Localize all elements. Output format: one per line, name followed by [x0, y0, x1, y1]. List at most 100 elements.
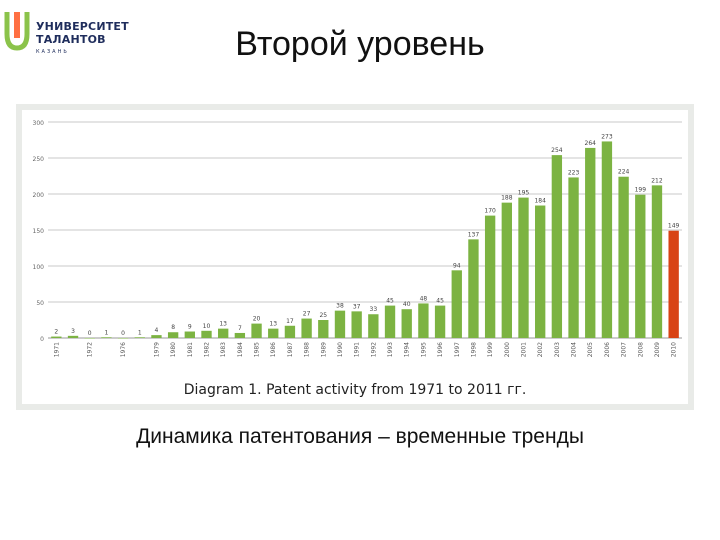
data-label: 2	[54, 329, 58, 336]
bar	[201, 330, 212, 338]
x-tick-label: 1981	[187, 342, 194, 357]
logo-line1: УНИВЕРСИТЕТ	[36, 20, 129, 33]
x-tick-label: 1972	[87, 342, 94, 357]
data-label: 33	[370, 306, 378, 313]
x-tick-label: 2006	[604, 342, 611, 357]
logo-mark-icon	[4, 12, 30, 51]
bar	[401, 309, 412, 338]
slide-title: Второй уровень	[235, 25, 485, 63]
bar	[351, 311, 362, 338]
bar	[251, 323, 262, 338]
y-tick-label: 200	[33, 192, 45, 199]
x-tick-label: 2003	[554, 342, 561, 357]
bar	[101, 337, 112, 338]
x-tick-label: 1971	[53, 342, 60, 357]
data-label: 0	[121, 330, 125, 337]
y-tick-label: 50	[36, 300, 44, 307]
data-label: 1	[138, 329, 142, 336]
bar	[117, 338, 129, 339]
data-label: 25	[319, 312, 327, 319]
bar	[618, 176, 629, 338]
data-label: 223	[568, 169, 580, 176]
data-label: 7	[238, 325, 242, 332]
x-tick-label: 1976	[120, 342, 127, 357]
bar	[468, 239, 479, 338]
bar	[601, 141, 613, 338]
university-logo: УНИВЕРСИТЕТ ТАЛАНТОВ КАЗАНЬ	[4, 8, 129, 60]
bar	[568, 177, 579, 338]
x-tick-label: 2005	[587, 342, 594, 357]
bar	[151, 335, 162, 338]
data-label: 48	[420, 295, 428, 302]
data-label: 199	[635, 187, 647, 194]
x-tick-label: 1993	[387, 342, 394, 357]
data-label: 27	[303, 311, 311, 318]
x-tick-label: 1998	[470, 342, 477, 357]
data-label: 254	[551, 147, 563, 154]
bar	[535, 205, 546, 338]
bar	[501, 202, 512, 338]
bar	[334, 310, 346, 338]
data-label: 149	[668, 223, 680, 230]
x-tick-label: 1982	[204, 342, 211, 357]
data-label: 195	[518, 190, 530, 197]
x-tick-label: 1988	[304, 342, 311, 357]
x-tick-label: 2009	[654, 342, 661, 357]
x-tick-label: 1997	[454, 342, 461, 357]
x-tick-label: 1984	[237, 342, 244, 357]
bar	[268, 328, 279, 338]
bar	[635, 194, 646, 338]
data-label: 3	[71, 328, 75, 335]
y-tick-label: 100	[33, 264, 45, 271]
bar	[184, 331, 195, 338]
bar	[651, 185, 663, 338]
data-label: 45	[386, 298, 394, 305]
data-label: 8	[171, 324, 175, 331]
x-tick-label: 2008	[637, 342, 644, 357]
data-label: 20	[253, 316, 261, 323]
data-label: 10	[203, 323, 211, 330]
x-tick-label: 2001	[521, 342, 528, 357]
data-label: 188	[501, 195, 513, 202]
data-label: 37	[353, 303, 361, 310]
bar	[668, 230, 679, 338]
bar	[301, 318, 312, 338]
bar	[51, 336, 62, 338]
data-label: 224	[618, 169, 630, 176]
x-tick-label: 1990	[337, 342, 344, 357]
chart-area: 0 50 100 150 200 250 300 2 3 0 1 0 1 4 8 9 10 13 7 20 13 17 27…	[22, 110, 688, 404]
slide-subtitle: Динамика патентования – временные тренды	[136, 425, 584, 448]
x-tick-label: 2000	[504, 342, 511, 357]
y-tick-label: 0	[40, 336, 44, 343]
x-tick-label: 2004	[571, 342, 578, 357]
x-tick-label: 1983	[220, 342, 227, 357]
bar	[418, 303, 429, 338]
data-label: 40	[403, 301, 411, 308]
bar	[318, 320, 329, 338]
bar	[484, 215, 496, 338]
bar	[234, 332, 246, 338]
bar	[284, 325, 296, 338]
bar	[518, 197, 529, 338]
bar	[134, 337, 145, 338]
x-tick-label: 1989	[320, 342, 327, 357]
data-label: 94	[453, 262, 461, 269]
x-tick-label: 2007	[621, 342, 628, 357]
bar	[84, 338, 95, 339]
logo-t-stem	[14, 12, 20, 38]
bar	[551, 155, 563, 338]
data-label: 9	[188, 324, 192, 331]
data-label: 273	[601, 133, 613, 140]
x-tick-label: 1999	[487, 342, 494, 357]
data-label: 17	[286, 318, 294, 325]
logo-u-shape	[4, 12, 30, 51]
data-label: 1	[104, 329, 108, 336]
bar	[434, 305, 446, 338]
x-tick-label: 1979	[153, 342, 160, 357]
x-tick-label: 1994	[404, 342, 411, 357]
data-label: 170	[484, 208, 496, 215]
data-label: 13	[219, 321, 227, 328]
bar	[368, 314, 379, 338]
bar	[384, 305, 396, 338]
